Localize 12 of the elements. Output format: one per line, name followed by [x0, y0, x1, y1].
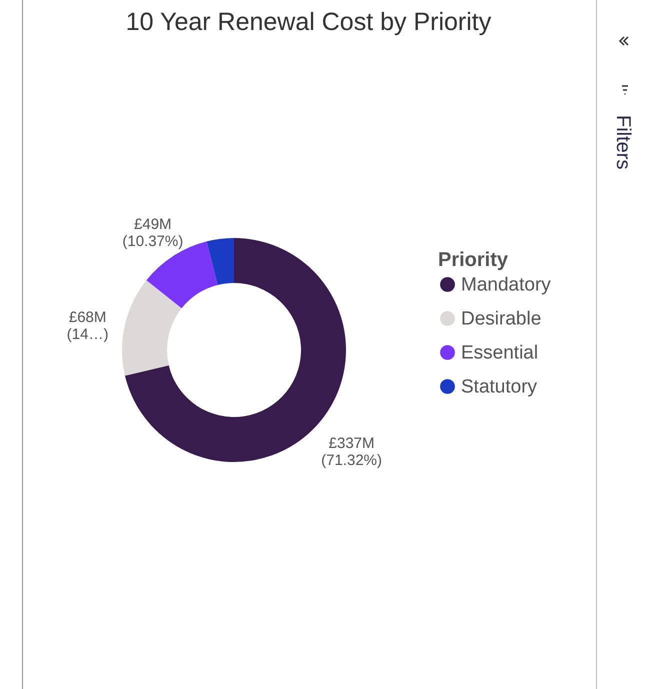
donut-slice [206, 238, 234, 286]
legend-label: Desirable [461, 308, 542, 330]
data-label: £337M (71.32%) [321, 435, 382, 470]
legend-title: Priority [438, 249, 509, 271]
legend-label: Statutory [461, 376, 538, 398]
legend-label: Mandatory [461, 274, 552, 296]
data-label: £49M (10.37%) [122, 216, 184, 250]
chart-title: 10 Year Renewal Cost by Priority [124, 8, 492, 37]
text: Filters [611, 115, 634, 170]
legend-label: Essential [461, 342, 538, 364]
data-label: £68M (14…) [66, 309, 108, 344]
donut-slice [122, 280, 182, 376]
